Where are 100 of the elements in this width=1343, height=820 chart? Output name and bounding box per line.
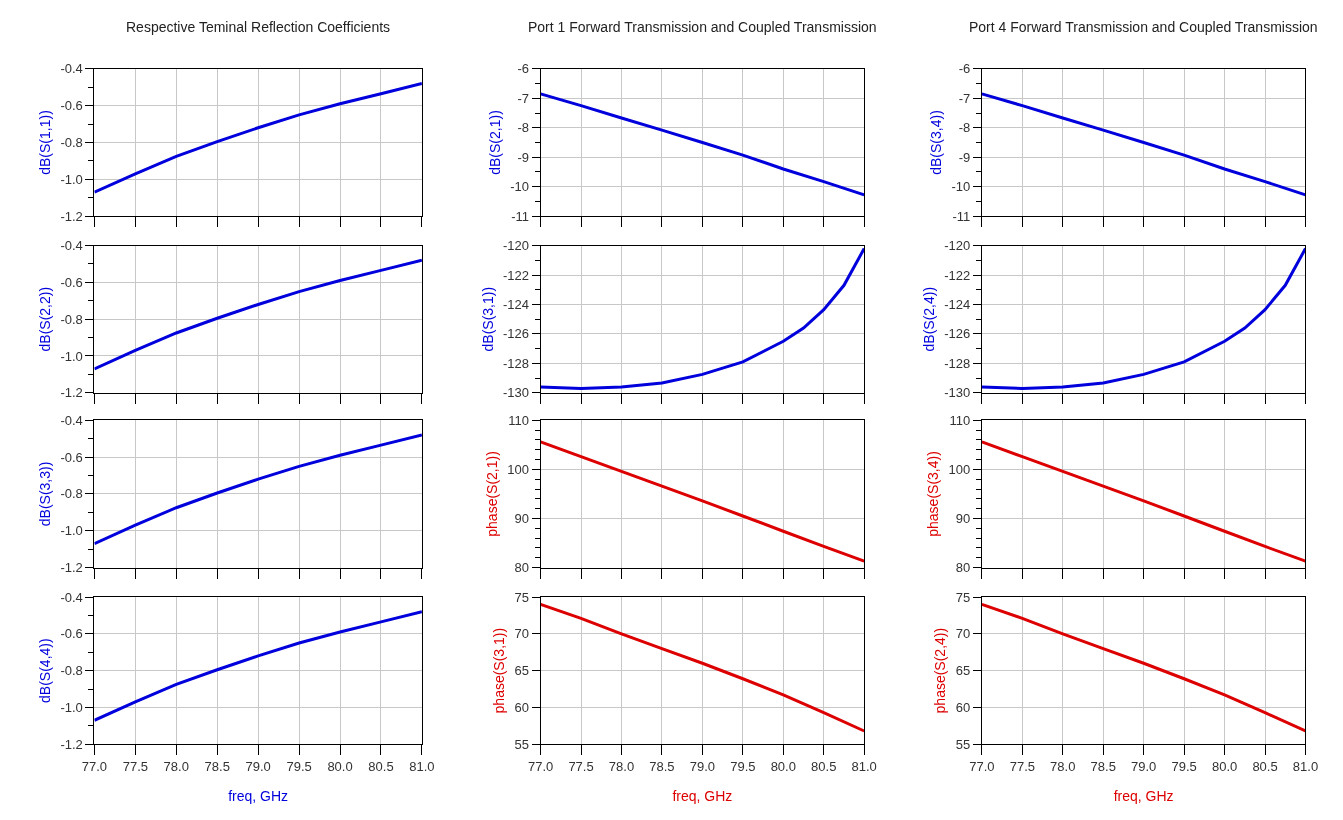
y-tick-label: -7 (958, 90, 971, 106)
y-tick-label: -122 (502, 267, 529, 283)
y-tick-label: -9 (517, 149, 529, 165)
y-tick-label: -9 (958, 149, 971, 165)
line-series (94, 433, 422, 546)
y-tick-label: -0.4 (60, 61, 83, 77)
x-tick-label: 79.5 (1171, 758, 1197, 774)
x-tick-label: 77.5 (1009, 758, 1035, 774)
y-tick-label: -1.0 (60, 700, 83, 715)
x-axis-title: freq, GHz (672, 788, 733, 805)
y-axis-title: phase(S(2,1)) (483, 451, 500, 537)
y-tick-label: -130 (502, 385, 529, 401)
y-tick-label: -0.4 (60, 238, 83, 254)
y-tick-label: -7 (517, 90, 529, 106)
y-tick-label: -10 (951, 179, 971, 195)
x-tick-label: 79.0 (245, 758, 271, 774)
x-tick-label: 78.5 (649, 758, 675, 774)
y-tick-label: -11 (511, 208, 529, 224)
y-tick-label: -124 (944, 297, 971, 312)
y-tick-label: -128 (944, 355, 971, 371)
y-tick-label: -0.4 (60, 589, 83, 605)
y-tick-label: 110 (508, 412, 529, 428)
x-axis-title: freq, GHz (1113, 788, 1174, 805)
y-axis-title: dB(S(1,1)) (36, 110, 53, 175)
x-tick-label: 80.0 (327, 758, 353, 774)
y-tick-label: -0.6 (60, 449, 83, 465)
line-series (981, 92, 1306, 197)
y-tick-label: -0.4 (60, 412, 83, 428)
y-tick-label: -1.2 (60, 736, 83, 752)
x-tick-label: 78.0 (163, 758, 189, 774)
y-axis-title: dB(S(3,1)) (479, 286, 496, 352)
y-tick-label: -124 (502, 297, 529, 312)
x-tick-label: 80.5 (1252, 758, 1278, 774)
y-tick-label: -120 (502, 238, 529, 254)
x-tick-label: 80.0 (770, 758, 796, 774)
x-tick-label: 78.5 (204, 758, 230, 774)
y-tick-label: 75 (955, 589, 971, 605)
y-axis-title: dB(S(3,3)) (36, 461, 53, 527)
y-tick-label: -0.6 (60, 274, 83, 290)
x-tick-label: 77.0 (81, 758, 108, 774)
line-series (981, 440, 1306, 563)
x-tick-label: 81.0 (409, 758, 435, 774)
line-series (540, 602, 865, 733)
y-tick-label: -1.2 (60, 208, 83, 224)
x-axis-title: freq, GHz (228, 788, 289, 805)
y-tick-label: 100 (948, 461, 971, 477)
y-tick-label: 110 (949, 412, 971, 428)
y-axis-title: dB(S(3,4)) (928, 110, 945, 175)
x-tick-label: 77.0 (969, 758, 995, 774)
x-tick-label: 79.0 (689, 758, 716, 774)
y-tick-label: 55 (514, 736, 529, 752)
y-tick-label: 75 (514, 589, 529, 605)
x-tick-label: 77.5 (122, 758, 148, 774)
y-tick-label: -1.2 (60, 385, 83, 401)
y-tick-label: 90 (955, 511, 971, 527)
x-tick-label: 78.0 (1050, 758, 1076, 774)
y-tick-label: -1.2 (60, 560, 83, 576)
y-tick-label: 70 (955, 626, 971, 642)
y-tick-label: -1.0 (60, 171, 83, 187)
y-tick-label: -0.8 (60, 486, 83, 502)
y-tick-label: -120 (944, 238, 971, 254)
x-tick-label: 80.5 (368, 758, 394, 774)
y-tick-label: 90 (514, 511, 529, 527)
y-tick-label: -11 (952, 208, 971, 224)
y-tick-label: -8 (517, 120, 529, 136)
y-tick-label: -10 (510, 179, 529, 195)
line-series (94, 82, 422, 194)
y-tick-label: -1.0 (60, 348, 83, 364)
x-tick-label: 77.5 (568, 758, 594, 774)
chart-title: Respective Teminal Reflection Coefficients (126, 19, 391, 35)
y-axis-title: dB(S(2,1)) (486, 110, 503, 175)
x-tick-label: 79.0 (1131, 758, 1157, 774)
y-tick-label: -126 (502, 326, 529, 342)
line-series (540, 440, 865, 563)
y-tick-label: -130 (944, 385, 971, 401)
y-tick-label: -0.8 (60, 135, 83, 151)
y-tick-label: -128 (502, 355, 529, 371)
line-series (94, 258, 422, 371)
x-tick-label: 78.0 (608, 758, 635, 774)
y-tick-label: 65 (955, 663, 971, 679)
y-tick-label: -126 (944, 326, 971, 342)
x-tick-label: 80.0 (1211, 758, 1238, 774)
y-axis-title: dB(S(2,4)) (920, 286, 937, 352)
y-tick-label: 100 (507, 461, 529, 477)
y-tick-label: 60 (955, 700, 971, 715)
y-axis-title: dB(S(2,2)) (36, 286, 53, 352)
y-axis-title: phase(S(2,4)) (932, 627, 949, 714)
y-tick-label: -6 (517, 61, 529, 77)
y-tick-label: -0.6 (60, 98, 83, 114)
y-tick-label: -0.8 (60, 663, 83, 679)
y-tick-label: 80 (955, 560, 971, 576)
y-tick-label: 65 (514, 663, 529, 679)
x-tick-label: 77.0 (527, 758, 554, 774)
y-axis-title: phase(S(3,1)) (491, 627, 508, 714)
x-tick-label: 79.5 (286, 758, 312, 774)
y-tick-label: -0.8 (60, 311, 83, 327)
x-tick-label: 81.0 (851, 758, 877, 774)
x-tick-label: 78.5 (1090, 758, 1116, 774)
line-series (94, 610, 422, 722)
x-tick-label: 80.5 (811, 758, 837, 774)
